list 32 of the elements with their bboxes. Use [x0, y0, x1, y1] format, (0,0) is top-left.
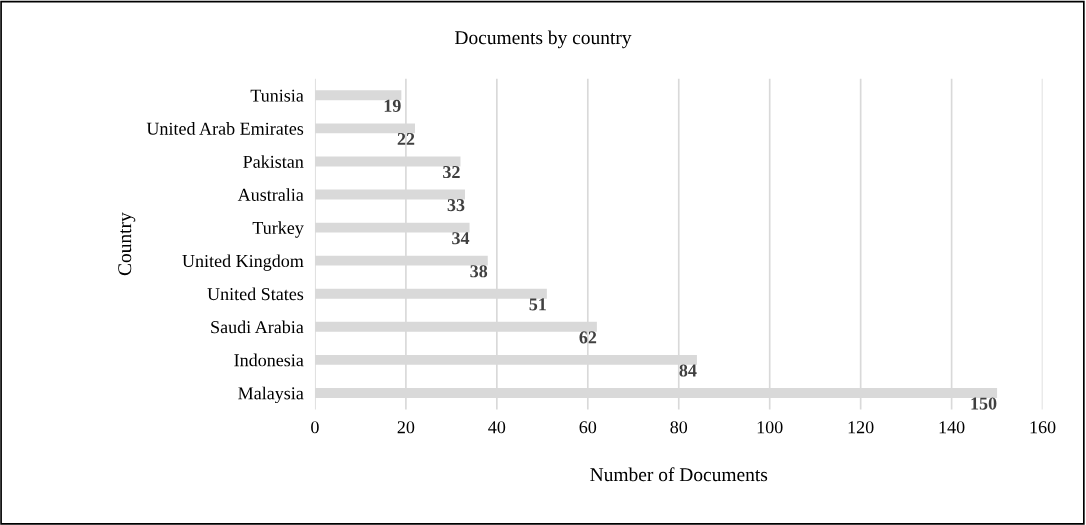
data-label: 22	[397, 132, 415, 145]
data-label: 34	[452, 232, 470, 245]
x-tick-label: 80	[670, 421, 688, 434]
y-tick-label: United Arab Emirates	[146, 122, 304, 135]
data-label: 51	[529, 298, 546, 311]
y-tick-label: United Kingdom	[182, 254, 304, 271]
data-label: 62	[579, 331, 597, 344]
x-axis-title: Number of Documents	[590, 467, 768, 482]
y-tick-label: Saudi Arabia	[211, 320, 304, 334]
data-label: 32	[443, 165, 460, 179]
data-label: 19	[384, 99, 401, 112]
x-tick-label: 60	[579, 421, 597, 434]
x-tick-label: 40	[488, 421, 506, 434]
y-tick-label: Pakistan	[243, 155, 304, 168]
chart-title: Documents by country	[454, 30, 632, 49]
data-label: 38	[470, 265, 488, 278]
y-tick-label: Indonesia	[234, 353, 304, 367]
x-tick-label: 120	[848, 421, 874, 434]
x-tick-label: 0	[311, 421, 319, 434]
y-tick-label: Turkey	[252, 221, 304, 238]
x-tick-label: 160	[1030, 421, 1056, 434]
x-tick-label: 140	[939, 421, 965, 434]
y-tick-label: United States	[207, 287, 304, 301]
y-tick-label: Australia	[237, 188, 304, 201]
y-tick-label: Malaysia	[238, 386, 304, 404]
y-tick-label: Tunisia	[250, 89, 304, 102]
data-label: 150	[971, 397, 997, 410]
data-label: 33	[447, 199, 465, 212]
x-tick-label: 20	[397, 421, 415, 434]
x-tick-label: 100	[757, 421, 783, 434]
y-axis-title: Country	[118, 212, 136, 276]
data-label: 84	[679, 364, 697, 377]
